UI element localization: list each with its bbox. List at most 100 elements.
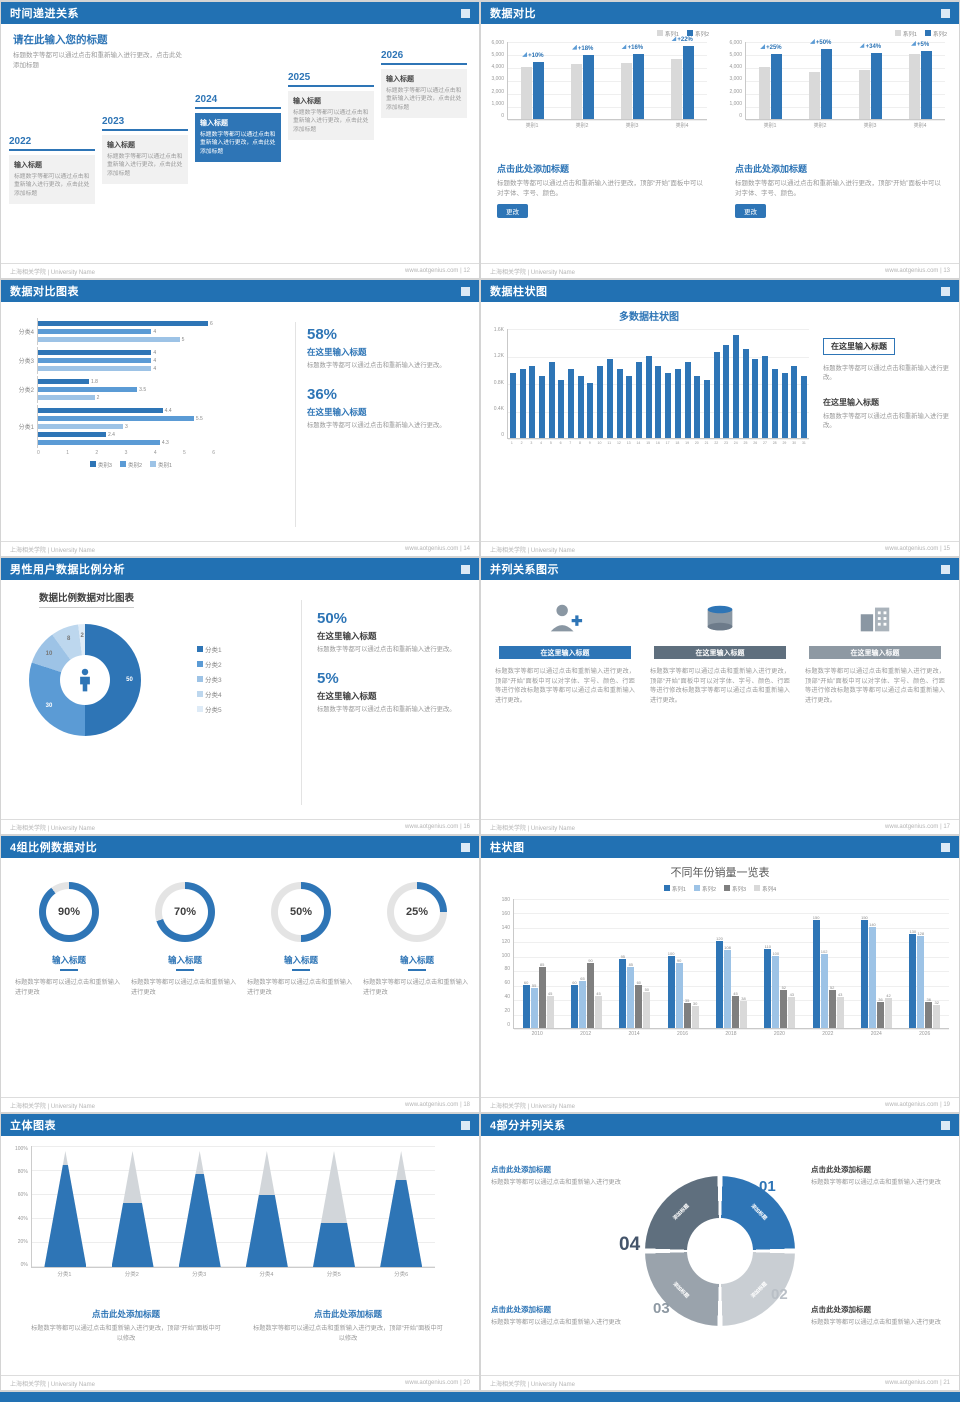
page-number: 15: [943, 546, 950, 552]
cone-bar: [44, 1151, 87, 1267]
building-icon: [860, 607, 890, 632]
change-button[interactable]: 更改: [735, 203, 766, 218]
stat-heading: 在这里输入标题: [307, 407, 367, 418]
slide-yearly-sales-chart[interactable]: 柱状图 不同年份销量一览表 系列1 系列2 系列3 系列4 180 160 140 1…: [481, 836, 959, 1112]
block-body: 标题数字等都可以通过点击和重新输入进行更改: [811, 1319, 941, 1326]
stat-body: 标题数字等都可以通过点击和重新输入进行更改。: [307, 422, 446, 430]
legend-swatch: [197, 676, 203, 682]
legend-swatch: [197, 706, 203, 712]
footer-url[interactable]: www.aotgenius.com: [885, 1102, 939, 1108]
database-icon: [707, 605, 733, 631]
x-axis-labels: 分类1 分类2 分类3 分类4 分类5 分类6: [57, 1272, 409, 1278]
cone-bar: [380, 1151, 423, 1267]
footer-url[interactable]: www.aotgenius.com: [405, 268, 459, 274]
timeline-year: 2025: [288, 72, 311, 83]
legend-swatch: [197, 646, 203, 652]
footer-url[interactable]: www.aotgenius.com: [885, 268, 939, 274]
slide-title: 数据对比图表: [10, 286, 79, 298]
step-body: 标题数字等都可以通过点击和重新输入进行更改，点击此处添加标题: [200, 132, 276, 155]
stat-percentage: 58%: [307, 326, 338, 343]
slide-title: 并列关系图示: [490, 564, 559, 576]
footer-institution: 上海相关学院 | University Name: [10, 1381, 95, 1388]
block-body: 标题数字等都可以通过点击和重新输入进行更改，顶部“开始”面板中可以修改: [31, 1325, 221, 1342]
cone-bar: [111, 1151, 154, 1267]
slide-title-bar: 4部分并列关系: [481, 1114, 959, 1136]
chart-legend: 分类1 分类2 分类3 分类4 分类5: [197, 644, 222, 714]
change-button[interactable]: 更改: [497, 203, 528, 218]
stat-heading: 在这里输入标题: [317, 631, 377, 641]
slide-column-chart[interactable]: 数据柱状图 多数据柱状图 1.6K 1.2K 0.8K 0.4K 0 1 2 3 4 5 6 7 8 9 1…: [481, 280, 959, 556]
block-body: 标题数字等都可以通过点击和重新输入进行更改，顶部“开始”面板中可以对字体、字号、…: [497, 180, 703, 197]
slide-four-part-relation[interactable]: 4部分并列关系 添加标题 添加标题 添加标题 添加标题 01 02 03 04 …: [481, 1114, 959, 1390]
column-label[interactable]: 在这里输入标题: [809, 646, 941, 659]
step-title: 输入标题: [107, 142, 135, 149]
stat-percentage: 5%: [317, 670, 339, 688]
block-heading: 点击此处添加标题: [811, 1165, 871, 1174]
footer-url[interactable]: www.aotgenius.com: [405, 1380, 459, 1386]
slide-title-bar: 男性用户数据比例分析: [1, 558, 479, 580]
ring-heading: 输入标题: [399, 955, 434, 965]
timeline-rule: [9, 149, 95, 151]
slide-comparison-chart[interactable]: 数据对比图表 分类4 6 4 5 分类3 4 4 4 分类2 1.8 3.5 2 分类1 4.4 5.5 3 2…: [1, 280, 479, 556]
slide-title: 柱状图: [490, 842, 525, 854]
footer-url[interactable]: www.aotgenius.com: [885, 546, 939, 552]
slide-footer: 上海相关学院 | University Name www.aotgenius.c…: [1, 1375, 479, 1390]
legend-swatch: [924, 30, 931, 36]
slide-footer: 上海相关学院 | University Name www.aotgenius.c…: [1, 263, 479, 278]
block-heading[interactable]: 在这里输入标题: [823, 338, 895, 355]
header-decoration-square: [941, 286, 950, 296]
grouped-bar-chart: 6,000 5,000 4,000 3,000 2,000 1,000 0 +10% +18% +…: [489, 37, 707, 129]
progress-ring: 50%: [271, 882, 331, 942]
footer-url[interactable]: www.aotgenius.com: [885, 824, 939, 830]
legend-swatch: [686, 30, 693, 36]
heading-underline: [60, 969, 78, 971]
block-heading: 点击此处添加标题: [313, 1309, 382, 1319]
progress-ring: 25%: [387, 882, 447, 942]
legend-swatch: [656, 30, 663, 36]
header-decoration-square: [941, 842, 950, 852]
slide-3d-chart[interactable]: 立体图表 100% 80% 60% 40% 20% 0%: [1, 1114, 479, 1390]
header-decoration-square: [941, 1120, 950, 1130]
cone-bar: [313, 1151, 355, 1267]
slide-title: 数据对比: [490, 8, 536, 20]
cone-bar: [178, 1151, 221, 1267]
block-heading: 点击此处添加标题: [811, 1305, 871, 1314]
segment-number: 01: [759, 1178, 776, 1195]
timeline-step: 2022 输入标题 标题数字等都可以通过点击和重新输入进行更改，点击此处添加标题: [9, 136, 95, 205]
block-body: 标题数字等都可以通过点击和重新输入进行更改，顶部“开始”面板中可以对字体、字号、…: [735, 180, 941, 197]
footer-url[interactable]: www.aotgenius.com: [405, 546, 459, 552]
slide-data-comparison[interactable]: 数据对比 系列1 系列2 6,000 5,000 4,000 3,000 2,000 1,…: [481, 2, 959, 278]
slide-title-bar: 4组比例数据对比: [1, 836, 479, 858]
column-label[interactable]: 在这里输入标题: [499, 646, 631, 659]
intro-body: 标题数字等都可以通过点击和重新输入进行更改，点击此处添加标题: [13, 52, 182, 69]
ring-body: 标题数字等都可以通过点击和重新输入进行更改: [131, 979, 237, 996]
block-body: 标题数字等都可以通过点击和重新输入进行更改: [811, 1179, 941, 1186]
grouped-bar-chart: 180 160 140 120 100 80 60 40 20 0 60 55 85 45 60 65 90 45…: [495, 898, 949, 1037]
slide-title-bar: 立体图表: [1, 1114, 479, 1136]
block-body: 标题数字等都可以通过点击和重新输入进行更改。: [823, 412, 949, 430]
footer-url[interactable]: www.aotgenius.com: [405, 1102, 459, 1108]
ring-heading: 输入标题: [167, 955, 202, 965]
header-decoration-square: [941, 8, 950, 18]
slide-title-bar: 数据对比: [481, 2, 959, 24]
footer-url[interactable]: www.aotgenius.com: [885, 1380, 939, 1386]
slide-male-user-ratio[interactable]: 男性用户数据比例分析 数据比例数据对比图表 50 30 10 8 2 分类1 分类2 分…: [1, 558, 479, 834]
slide-parallel-relation[interactable]: 并列关系图示 在这里输入标题 标题数字等都可以通过点击和重新输入进行更改，顶部“…: [481, 558, 959, 834]
ring-body: 标题数字等都可以通过点击和重新输入进行更改: [363, 979, 469, 996]
slide-title-bar: 数据柱状图: [481, 280, 959, 302]
intro-block: 请在此输入您的标题 标题数字等都可以通过点击和重新输入进行更改，点击此处添加标题: [13, 32, 185, 71]
slide-timeline[interactable]: 时间递进关系 请在此输入您的标题 标题数字等都可以通过点击和重新输入进行更改，点…: [1, 2, 479, 278]
slide-four-ratio-comparison[interactable]: 4组比例数据对比 90% 输入标题 标题数字等都可以通过点击和重新输入进行更改 …: [1, 836, 479, 1112]
stat-body: 标题数字等都可以通过点击和重新输入进行更改。: [317, 646, 456, 653]
footer-url[interactable]: www.aotgenius.com: [405, 824, 459, 830]
legend-swatch: [693, 885, 700, 891]
legend-swatch: [894, 30, 901, 36]
step-title: 输入标题: [293, 98, 321, 105]
step-body: 标题数字等都可以通过点击和重新输入进行更改，点击此处添加标题: [293, 110, 369, 133]
column-label[interactable]: 在这里输入标题: [654, 646, 786, 659]
progress-ring: 70%: [155, 882, 215, 942]
ring-body: 标题数字等都可以通过点击和重新输入进行更改: [247, 979, 353, 996]
legend-swatch: [150, 461, 157, 467]
timeline-step: 2025 输入标题标题数字等都可以通过点击和重新输入进行更改，点击此处添加标题: [288, 72, 374, 141]
